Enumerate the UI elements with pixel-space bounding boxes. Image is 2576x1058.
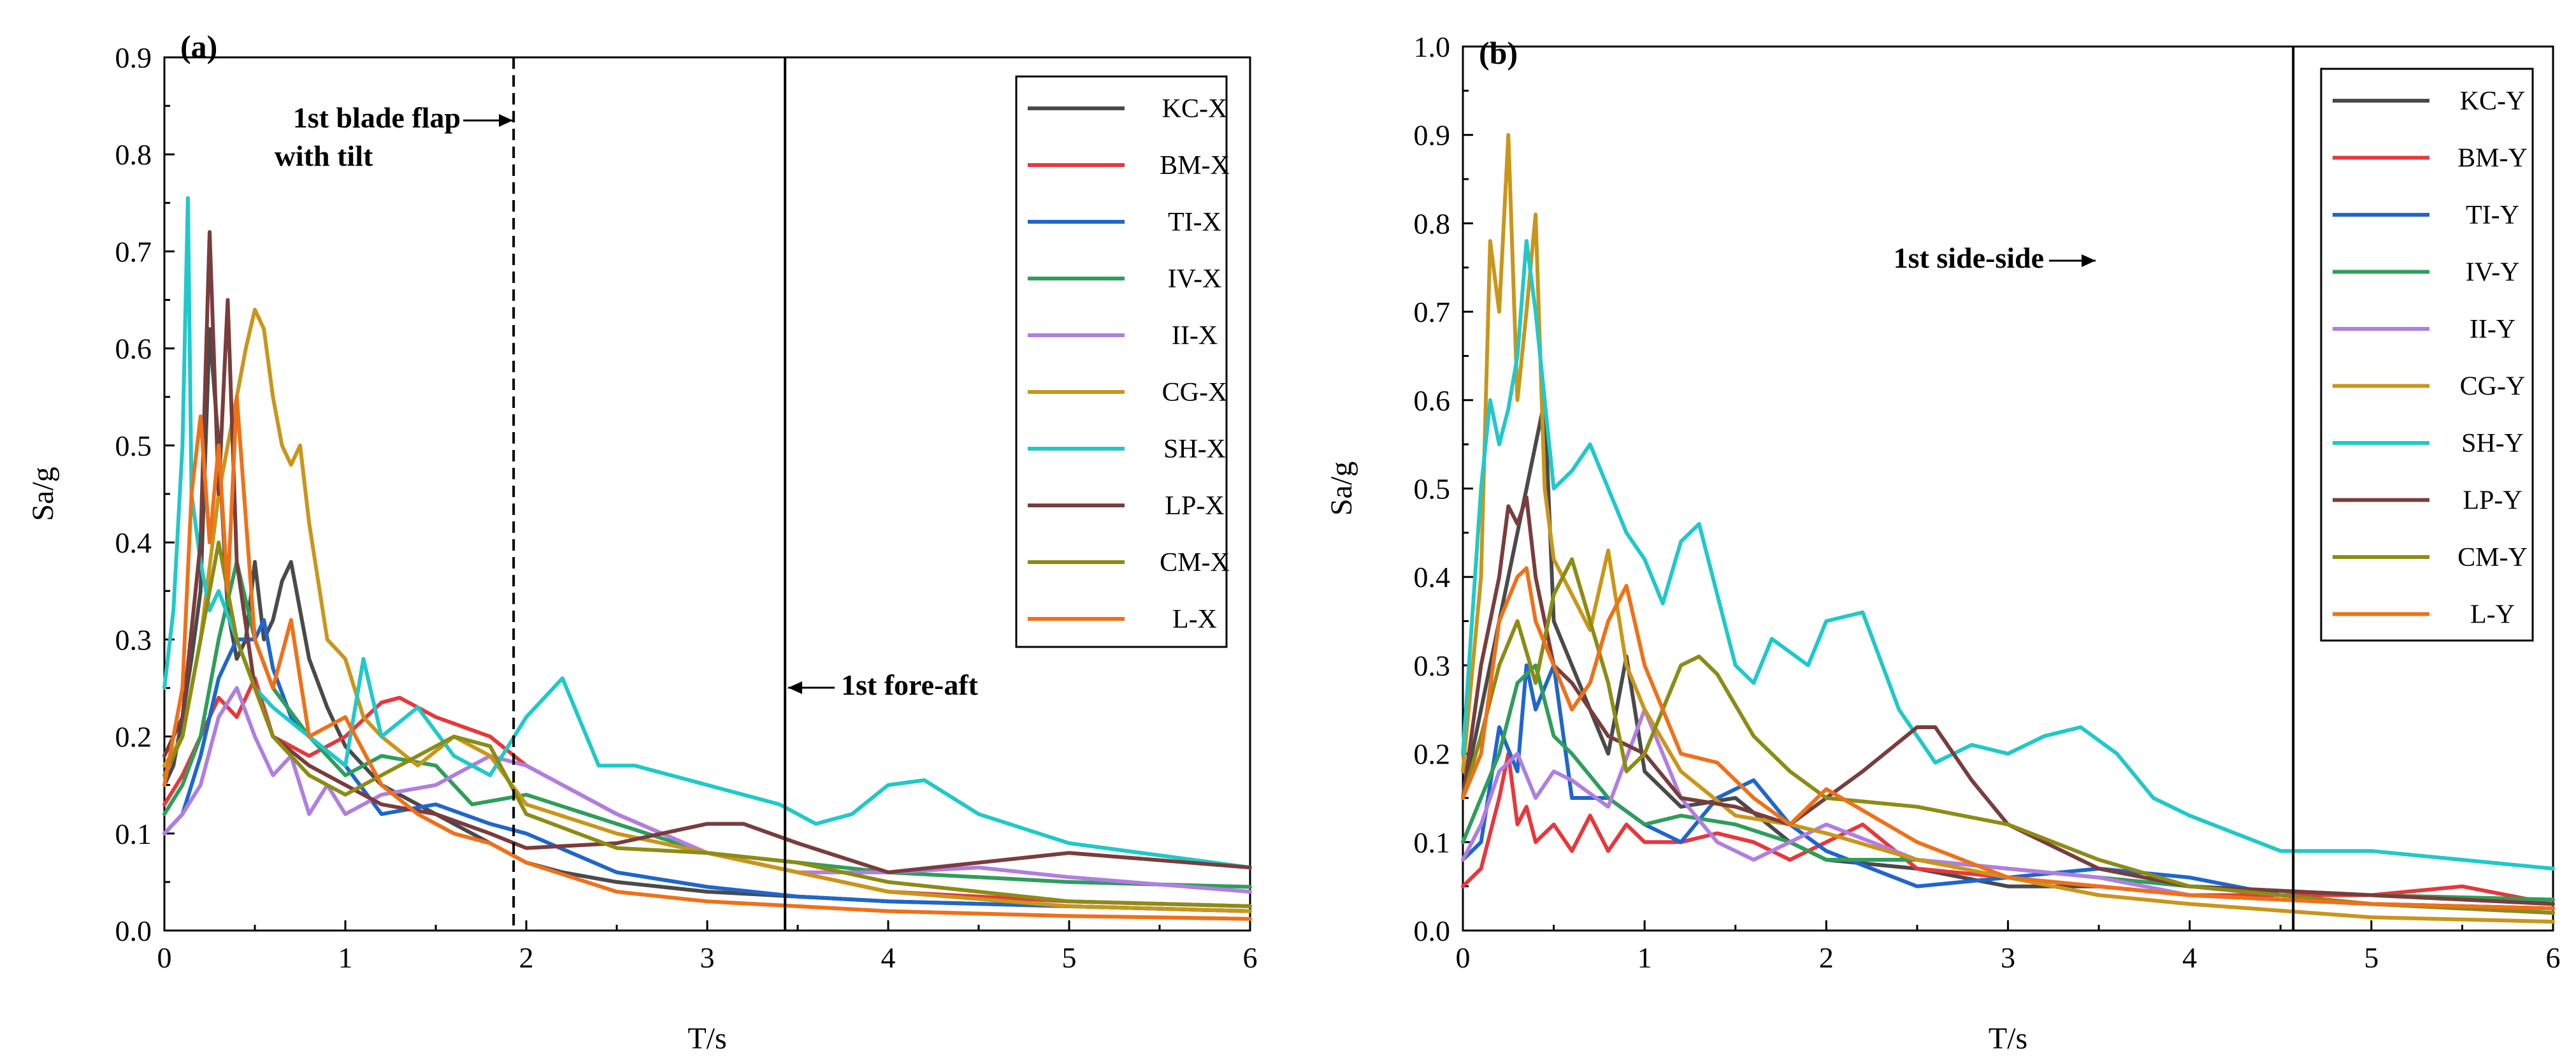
x-tick-label: 6 (1243, 941, 1258, 974)
series-line-bm-x (162, 676, 1252, 908)
y-tick-label: 0.0 (115, 915, 152, 947)
y-tick-label: 0.4 (115, 526, 152, 559)
legend-label: SH-Y (2461, 429, 2524, 458)
y-tick-label: 0.9 (1414, 119, 1451, 152)
legend-label: SH-X (1163, 435, 1226, 464)
y-axis-label: Sa/g (26, 467, 60, 521)
y-tick-label: 0.1 (115, 818, 152, 850)
legend-label: IV-Y (2466, 258, 2520, 287)
legend-label: LP-Y (2463, 486, 2522, 516)
legend-label: CG-Y (2460, 372, 2526, 402)
x-tick-label: 4 (2182, 941, 2197, 974)
arrow-head-icon (499, 114, 513, 127)
legend-label: TI-X (1168, 208, 1221, 237)
panel-label: (b) (1479, 35, 1518, 71)
series-line-sh-y (1461, 239, 2555, 871)
y-tick-label: 0.7 (1414, 296, 1451, 328)
y-tick-label: 0.3 (115, 623, 152, 656)
y-tick-label: 0.6 (1414, 384, 1451, 417)
x-tick-label: 2 (1819, 941, 1834, 974)
x-tick-label: 0 (1456, 941, 1471, 974)
y-tick-label: 0.5 (115, 430, 152, 462)
series-line-kc-x (162, 327, 1252, 913)
y-tick-label: 0.0 (1414, 915, 1451, 947)
legend-label: LP-X (1165, 491, 1224, 521)
legend-label: KC-X (1162, 94, 1228, 124)
y-tick-label: 1.0 (1414, 31, 1451, 63)
series-line-cm-y (1461, 557, 2555, 915)
y-tick-label: 0.2 (1414, 738, 1451, 771)
y-tick-label: 0.4 (1414, 561, 1451, 593)
series-line-iv-y (1461, 663, 2555, 902)
x-tick-label: 3 (700, 941, 715, 974)
annotation-label: 1st blade flap (293, 101, 461, 134)
x-tick-label: 4 (881, 941, 896, 974)
x-tick-label: 2 (519, 941, 534, 974)
legend-label: L-X (1172, 605, 1217, 634)
x-tick-label: 0 (157, 941, 172, 974)
x-tick-label: 5 (1062, 941, 1077, 974)
series-line-sh-x (162, 196, 1252, 870)
y-axis-label: Sa/g (1325, 461, 1358, 516)
series-group (1461, 133, 2555, 924)
series-line-l-x (162, 395, 1252, 921)
y-tick-label: 0.7 (115, 235, 152, 268)
series-line-lp-x (162, 230, 1252, 874)
y-tick-label: 0.2 (115, 721, 152, 753)
legend-label: BM-Y (2457, 144, 2528, 173)
legend-label: L-Y (2470, 600, 2515, 630)
y-tick-label: 0.1 (1414, 826, 1451, 859)
y-tick-label: 0.5 (1414, 473, 1451, 505)
legend-label: CM-Y (2457, 543, 2528, 572)
chart-panel-b: 0 1 2 3 4 5 6 0.0 0.1 0.2 0.3 0.4 0.5 0.6 0.7 0.8 0.9 1.0… (1325, 31, 2561, 1055)
x-tick-label: 6 (2546, 941, 2561, 974)
annotation-label: 1st fore-aft (841, 669, 979, 701)
series-line-ti-x (162, 618, 1252, 913)
legend: KC-X BM-X TI-X IV-X II-X CG-X SH-X LP-X CM-X L-X (1015, 75, 1230, 648)
annotation-label: with tilt (275, 140, 373, 172)
legend-label: II-X (1172, 321, 1218, 351)
annotation-label: 1st side-side (1894, 242, 2044, 274)
y-tick-label: 0.9 (115, 41, 152, 74)
y-tick-label: 0.8 (115, 138, 152, 171)
series-line-l-y (1461, 566, 2555, 911)
series-line-bm-y (1461, 751, 2555, 906)
legend-label: II-Y (2470, 315, 2515, 344)
legend-box (2320, 68, 2534, 642)
y-tick-label: 0.3 (1414, 649, 1451, 682)
y-tick-label: 0.8 (1414, 207, 1451, 240)
legend-label: TI-Y (2466, 201, 2519, 230)
panel-label: (a) (180, 29, 217, 64)
legend-label: CG-X (1162, 378, 1228, 407)
chart-panel-a: 0 1 2 3 4 5 6 0.0 0.1 0.2 0.3 0.4 0.5 0.6 0.7 0.8 0.9 T/s… (26, 29, 1258, 1055)
x-tick-label: 5 (2364, 941, 2378, 974)
series-line-cm-x (162, 540, 1252, 908)
y-tick-label: 0.6 (115, 333, 152, 365)
legend: KC-Y BM-Y TI-Y IV-Y II-Y CG-Y SH-Y LP-Y CM-Y L-Y (2320, 68, 2534, 642)
series-line-ti-y (1461, 663, 2555, 911)
legend-label: CM-X (1160, 548, 1230, 577)
arrow-head-icon (2082, 254, 2096, 267)
legend-box (1015, 75, 1228, 648)
series-group (162, 196, 1252, 921)
arrow-head-icon (788, 681, 802, 694)
x-axis-label: T/s (687, 1022, 726, 1055)
x-tick-label: 1 (1637, 941, 1652, 974)
x-axis-label: T/s (1989, 1022, 2027, 1055)
legend-label: BM-X (1160, 151, 1230, 180)
series-line-ii-x (162, 686, 1252, 894)
legend-label: IV-X (1168, 264, 1222, 294)
x-tick-label: 1 (338, 941, 353, 974)
x-tick-label: 3 (2001, 941, 2015, 974)
legend-label: KC-Y (2460, 87, 2526, 116)
